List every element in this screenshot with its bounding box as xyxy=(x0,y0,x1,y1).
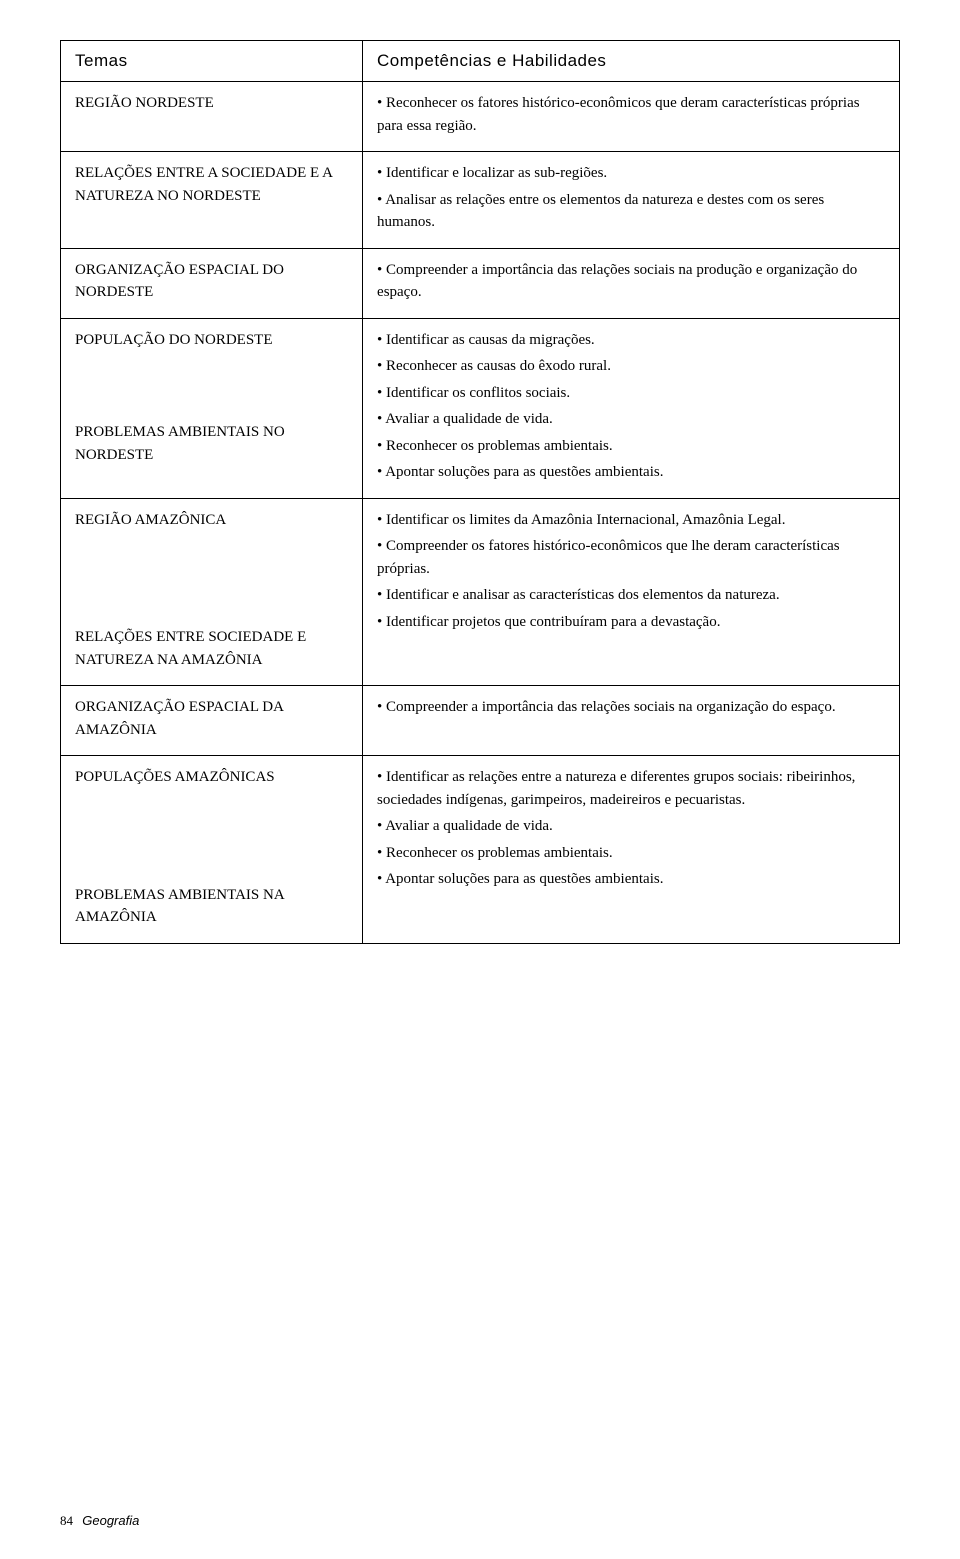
subject-label: Geografia xyxy=(82,1513,139,1528)
tema-title: REGIÃO AMAZÔNICA xyxy=(75,509,348,532)
competencia-item: • Identificar as relações entre a nature… xyxy=(377,766,885,811)
competencias-cell: • Identificar os limites da Amazônia Int… xyxy=(363,498,900,686)
table-row: RELAÇÕES ENTRE A SOCIEDADE E A NATUREZA … xyxy=(61,152,900,249)
tema-cell: REGIÃO AMAZÔNICA RELAÇÕES ENTRE SOCIEDADE… xyxy=(61,498,363,686)
tema-title: ORGANIZAÇÃO ESPACIAL DA AMAZÔNIA xyxy=(75,696,348,741)
page-footer: 84 Geografia xyxy=(60,1513,139,1529)
competencia-item: • Identificar projetos que contribuíram … xyxy=(377,611,885,634)
competencia-item: • Compreender os fatores histórico-econô… xyxy=(377,535,885,580)
competencias-cell: • Identificar as causas da migrações. • R… xyxy=(363,318,900,498)
tema-title: PROBLEMAS AMBIENTAIS NO NORDESTE xyxy=(75,421,348,466)
tema-cell: RELAÇÕES ENTRE A SOCIEDADE E A NATUREZA … xyxy=(61,152,363,249)
competencia-item: • Identificar e localizar as sub-regiões… xyxy=(377,162,885,185)
competencia-item: • Avaliar a qualidade de vida. xyxy=(377,408,885,431)
header-competencias: Competências e Habilidades xyxy=(363,41,900,82)
table-row: ORGANIZAÇÃO ESPACIAL DA AMAZÔNIA • Compre… xyxy=(61,686,900,756)
tema-cell: ORGANIZAÇÃO ESPACIAL DO NORDESTE xyxy=(61,248,363,318)
competencia-item: • Compreender a importância das relações… xyxy=(377,259,885,304)
competencia-item: • Identificar as causas da migrações. xyxy=(377,329,885,352)
tema-title: PROBLEMAS AMBIENTAIS NA AMAZÔNIA xyxy=(75,884,348,929)
tema-title: POPULAÇÃO DO NORDESTE xyxy=(75,329,348,352)
tema-title: RELAÇÕES ENTRE A SOCIEDADE E A NATUREZA … xyxy=(75,162,348,207)
tema-title: RELAÇÕES ENTRE SOCIEDADE E NATUREZA NA A… xyxy=(75,626,348,671)
competencia-item: • Reconhecer os fatores histórico-econôm… xyxy=(377,92,885,137)
table-row: POPULAÇÃO DO NORDESTE PROBLEMAS AMBIENTAI… xyxy=(61,318,900,498)
competencia-item: • Analisar as relações entre os elemento… xyxy=(377,189,885,234)
tema-title: POPULAÇÕES AMAZÔNICAS xyxy=(75,766,348,789)
competencia-item: • Reconhecer os problemas ambientais. xyxy=(377,842,885,865)
page-number: 84 xyxy=(60,1513,73,1528)
tema-cell: ORGANIZAÇÃO ESPACIAL DA AMAZÔNIA xyxy=(61,686,363,756)
tema-title: REGIÃO NORDESTE xyxy=(75,92,348,115)
competencia-item: • Identificar e analisar as característi… xyxy=(377,584,885,607)
tema-cell: REGIÃO NORDESTE xyxy=(61,82,363,152)
competencia-item: • Apontar soluções para as questões ambi… xyxy=(377,461,885,484)
header-temas: Temas xyxy=(61,41,363,82)
table-row: ORGANIZAÇÃO ESPACIAL DO NORDESTE • Compre… xyxy=(61,248,900,318)
tema-cell: POPULAÇÕES AMAZÔNICAS PROBLEMAS AMBIENTAI… xyxy=(61,756,363,944)
table-row: POPULAÇÕES AMAZÔNICAS PROBLEMAS AMBIENTAI… xyxy=(61,756,900,944)
tema-cell: POPULAÇÃO DO NORDESTE PROBLEMAS AMBIENTAI… xyxy=(61,318,363,498)
competencia-item: • Identificar os conflitos sociais. xyxy=(377,382,885,405)
table-row: REGIÃO NORDESTE • Reconhecer os fatores h… xyxy=(61,82,900,152)
competencia-item: • Reconhecer as causas do êxodo rural. xyxy=(377,355,885,378)
competencia-item: • Identificar os limites da Amazônia Int… xyxy=(377,509,885,532)
competencias-cell: • Reconhecer os fatores histórico-econôm… xyxy=(363,82,900,152)
tema-title: ORGANIZAÇÃO ESPACIAL DO NORDESTE xyxy=(75,259,348,304)
competencia-item: • Avaliar a qualidade de vida. xyxy=(377,815,885,838)
competencias-cell: • Identificar e localizar as sub-regiões… xyxy=(363,152,900,249)
competencias-cell: • Compreender a importância das relações… xyxy=(363,686,900,756)
table-row: REGIÃO AMAZÔNICA RELAÇÕES ENTRE SOCIEDADE… xyxy=(61,498,900,686)
competencia-item: • Apontar soluções para as questões ambi… xyxy=(377,868,885,891)
competencias-cell: • Identificar as relações entre a nature… xyxy=(363,756,900,944)
competencia-item: • Compreender a importância das relações… xyxy=(377,696,885,719)
competencia-item: • Reconhecer os problemas ambientais. xyxy=(377,435,885,458)
table-header-row: Temas Competências e Habilidades xyxy=(61,41,900,82)
curriculum-table: Temas Competências e Habilidades REGIÃO … xyxy=(60,40,900,944)
competencias-cell: • Compreender a importância das relações… xyxy=(363,248,900,318)
